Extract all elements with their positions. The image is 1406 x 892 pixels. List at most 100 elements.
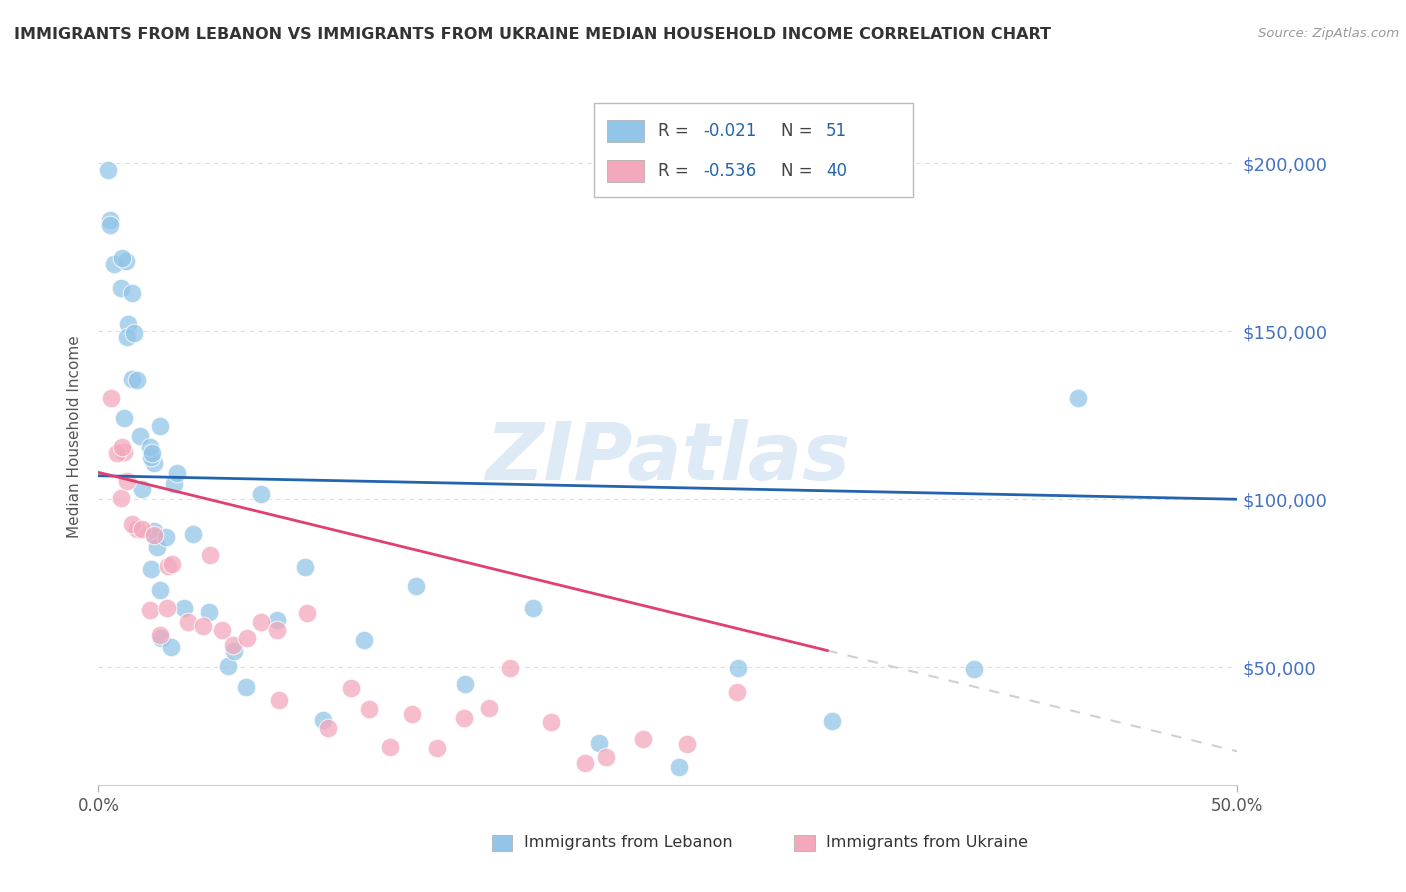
Point: [221, 638, 243, 652]
Point: [128, 429, 150, 443]
Point: [139, 441, 162, 455]
Point: [250, 615, 273, 629]
Point: [138, 603, 160, 617]
Point: [378, 739, 401, 754]
Point: [112, 411, 135, 425]
Point: [121, 372, 143, 386]
Text: 40: 40: [827, 161, 848, 180]
Bar: [794, 835, 814, 851]
Point: [110, 280, 132, 294]
Point: [963, 662, 986, 676]
Point: [522, 601, 544, 615]
Point: [224, 644, 246, 658]
Point: [166, 466, 188, 480]
Point: [405, 579, 427, 593]
Text: 51: 51: [827, 122, 848, 140]
Point: [122, 326, 145, 340]
Point: [163, 476, 186, 491]
Point: [103, 257, 125, 271]
Text: -0.021: -0.021: [703, 122, 756, 140]
Text: -0.536: -0.536: [703, 161, 756, 180]
Point: [453, 711, 475, 725]
Point: [121, 286, 143, 301]
Point: [98, 213, 121, 227]
Point: [127, 373, 149, 387]
Point: [595, 750, 617, 764]
Point: [149, 418, 172, 433]
Point: [139, 450, 162, 464]
Point: [110, 251, 132, 265]
Y-axis label: Median Household Income: Median Household Income: [67, 335, 83, 539]
Point: [125, 522, 148, 536]
Point: [499, 661, 522, 675]
Point: [454, 677, 477, 691]
Point: [359, 701, 381, 715]
Point: [250, 487, 273, 501]
Point: [105, 446, 128, 460]
Text: IMMIGRANTS FROM LEBANON VS IMMIGRANTS FROM UKRAINE MEDIAN HOUSEHOLD INCOME CORRE: IMMIGRANTS FROM LEBANON VS IMMIGRANTS FR…: [14, 27, 1052, 42]
FancyBboxPatch shape: [607, 120, 644, 143]
Point: [574, 756, 596, 770]
Point: [633, 731, 655, 746]
Point: [401, 706, 423, 721]
Point: [146, 540, 169, 554]
Point: [676, 737, 699, 751]
Point: [131, 522, 153, 536]
Bar: [492, 835, 512, 851]
Point: [294, 560, 316, 574]
Point: [121, 516, 143, 531]
Text: Source: ZipAtlas.com: Source: ZipAtlas.com: [1258, 27, 1399, 40]
Point: [156, 600, 179, 615]
Point: [191, 619, 214, 633]
Point: [725, 685, 748, 699]
Point: [110, 491, 132, 505]
Text: R =: R =: [658, 122, 693, 140]
Point: [181, 527, 204, 541]
Point: [1067, 392, 1090, 406]
Point: [159, 640, 181, 654]
Point: [111, 440, 134, 454]
Point: [340, 681, 363, 695]
Text: N =: N =: [780, 161, 817, 180]
Point: [198, 606, 221, 620]
Point: [295, 606, 318, 620]
Point: [540, 715, 562, 730]
FancyBboxPatch shape: [607, 160, 644, 182]
Point: [353, 632, 375, 647]
Point: [96, 162, 118, 177]
Point: [426, 740, 449, 755]
Text: Immigrants from Lebanon: Immigrants from Lebanon: [523, 836, 733, 850]
Point: [311, 714, 333, 728]
Point: [173, 601, 195, 615]
Point: [235, 680, 257, 694]
Point: [266, 614, 288, 628]
Point: [100, 391, 122, 405]
Point: [160, 558, 183, 572]
Point: [668, 759, 690, 773]
Point: [98, 218, 121, 232]
Point: [318, 721, 340, 735]
Point: [157, 559, 180, 574]
Point: [478, 701, 501, 715]
Text: N =: N =: [780, 122, 817, 140]
Point: [588, 736, 610, 750]
Point: [149, 583, 172, 598]
Point: [177, 615, 200, 629]
Point: [143, 528, 166, 542]
Point: [143, 529, 166, 543]
Text: R =: R =: [658, 161, 693, 180]
Point: [117, 318, 139, 332]
Point: [198, 548, 221, 562]
Point: [149, 631, 172, 645]
Point: [141, 446, 163, 460]
Point: [131, 482, 153, 496]
Point: [115, 474, 138, 488]
Point: [149, 628, 172, 642]
Point: [236, 632, 259, 646]
Point: [143, 456, 166, 470]
Text: ZIPatlas: ZIPatlas: [485, 419, 851, 497]
Point: [211, 623, 233, 637]
Point: [112, 445, 135, 459]
Point: [821, 714, 844, 728]
Point: [217, 658, 239, 673]
